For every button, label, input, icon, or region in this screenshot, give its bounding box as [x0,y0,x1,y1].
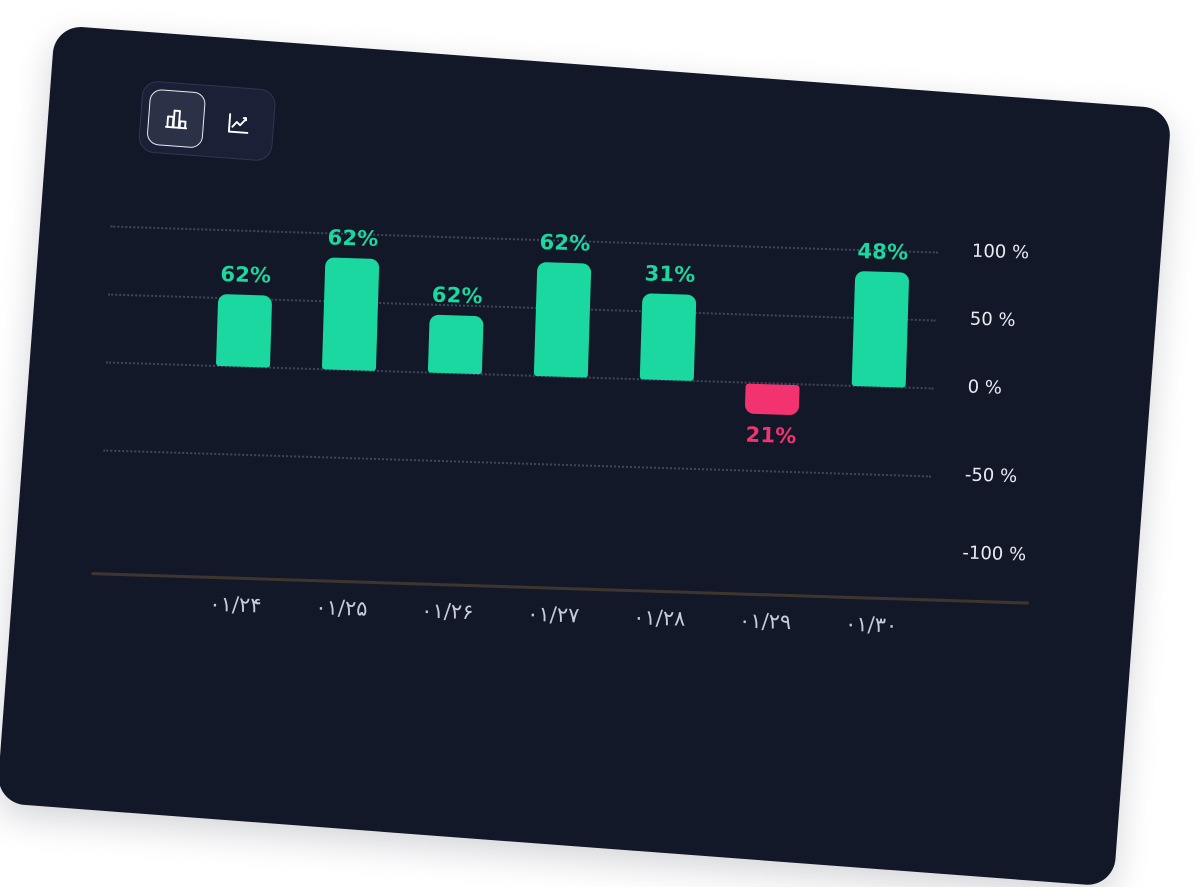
x-axis-label: ۰۱/۲۶ [420,598,474,625]
bar-chart-toggle-button[interactable] [146,88,207,149]
bar[interactable] [321,257,380,371]
x-axis-label: ۰۱/۳۰ [844,611,898,638]
bar-value-label: 48% [857,239,909,265]
bar-value-label: 62% [539,230,591,256]
bar[interactable] [427,314,484,375]
x-axis-label: ۰۱/۲۸ [632,605,686,631]
bar[interactable] [744,383,800,416]
y-axis-label: 100 % [971,240,1030,264]
y-axis-label: 50 % [969,308,1016,331]
chart-type-toggle [137,80,277,162]
bar[interactable] [215,293,273,368]
bar-value-label: 62% [220,262,272,288]
bar-chart: 100 % 50 % 0 % -50 % -100 % 62% ۰۱/۲۴ 62% ۰۱/۲۵ 6… [79,140,1105,691]
bar-value-label: 62% [431,282,484,309]
bar[interactable] [851,270,910,388]
bar[interactable] [533,261,592,378]
y-axis-label: -50 % [964,464,1018,488]
bar[interactable] [639,293,697,381]
x-axis-label: ۰۱/۲۴ [209,591,262,618]
gridline [103,449,931,478]
x-axis-label: ۰۱/۲۹ [738,608,792,635]
bar-value-label: 31% [644,261,696,287]
x-axis-label: ۰۱/۲۷ [526,601,580,628]
line-chart-icon [227,112,248,134]
bar-value-label: 21% [745,422,797,449]
bar-value-label: 62% [327,225,379,251]
y-axis-label: 0 % [967,376,1003,399]
bar-chart-icon [164,109,187,129]
y-axis-label: -100 % [962,542,1027,566]
line-chart-toggle-button[interactable] [208,93,268,153]
x-axis-label: ۰۱/۲۵ [314,595,368,621]
